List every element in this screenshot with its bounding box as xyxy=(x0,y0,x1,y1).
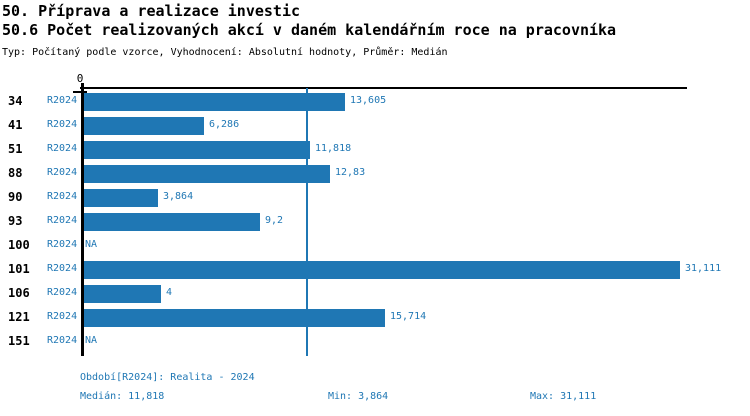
row-series-label: R2024 xyxy=(47,239,78,250)
bar xyxy=(84,165,330,183)
bar xyxy=(84,141,310,159)
row-series-label: R2024 xyxy=(47,335,78,346)
chart-row: 34 R2024 13,605 xyxy=(0,89,750,113)
bar-value-label: NA xyxy=(85,239,98,250)
row-series-label: R2024 xyxy=(47,167,78,178)
row-series-label: R2024 xyxy=(47,287,78,298)
bar-value-label: 3,864 xyxy=(163,191,194,202)
bar xyxy=(84,285,161,303)
bar xyxy=(84,117,204,135)
bar-value-label: 9,2 xyxy=(265,215,284,226)
chart-title: 50. Příprava a realizace investic xyxy=(2,2,301,20)
bar-value-label: 15,714 xyxy=(390,311,427,322)
chart-row: 121 R2024 15,714 xyxy=(0,305,750,329)
bar-value-label: 11,818 xyxy=(315,143,352,154)
bar xyxy=(84,213,260,231)
bar-value-label: 31,111 xyxy=(685,263,722,274)
bar-value-label: 13,605 xyxy=(350,95,387,106)
bar-value-label: 6,286 xyxy=(209,119,240,130)
row-series-label: R2024 xyxy=(47,95,78,106)
row-id-label: 106 xyxy=(8,286,30,300)
row-series-label: R2024 xyxy=(47,215,78,226)
row-id-label: 121 xyxy=(8,310,30,324)
row-series-label: R2024 xyxy=(47,311,78,322)
bar-value-label: NA xyxy=(85,335,98,346)
row-series-label: R2024 xyxy=(47,143,78,154)
row-id-label: 90 xyxy=(8,190,23,204)
chart-row: 101 R2024 31,111 xyxy=(0,257,750,281)
row-id-label: 100 xyxy=(8,238,30,252)
chart-row: 100 R2024 NA xyxy=(0,233,750,257)
bar xyxy=(84,189,158,207)
chart-row: 106 R2024 4 xyxy=(0,281,750,305)
chart-row: 41 R2024 6,286 xyxy=(0,113,750,137)
x-axis-zero-tick xyxy=(73,91,87,93)
bar-value-label: 4 xyxy=(166,287,173,298)
chart-row: 93 R2024 9,2 xyxy=(0,209,750,233)
chart-subtitle: 50.6 Počet realizovaných akcí v daném ka… xyxy=(2,21,617,39)
y-axis-line xyxy=(81,83,84,356)
chart-row: 51 R2024 11,818 xyxy=(0,137,750,161)
chart-row: 90 R2024 3,864 xyxy=(0,185,750,209)
row-series-label: R2024 xyxy=(47,263,78,274)
row-id-label: 51 xyxy=(8,142,23,156)
bar-value-label: 12,83 xyxy=(335,167,366,178)
footer-max-label: Max: 31,111 xyxy=(530,391,597,402)
bar-rows: 34 R2024 13,605 41 R2024 6,286 51 R2024 … xyxy=(0,89,750,353)
row-series-label: R2024 xyxy=(47,191,78,202)
footer-median-label: Medián: 11,818 xyxy=(80,391,165,402)
row-id-label: 101 xyxy=(8,262,30,276)
row-series-label: R2024 xyxy=(47,119,78,130)
row-id-label: 34 xyxy=(8,94,23,108)
median-reference-line xyxy=(306,88,308,356)
footer-period-label: Období[R2024]: Realita - 2024 xyxy=(80,372,255,383)
row-id-label: 93 xyxy=(8,214,23,228)
footer-min-label: Min: 3,864 xyxy=(328,391,389,402)
bar xyxy=(84,93,345,111)
x-axis-line xyxy=(80,87,687,89)
chart-row: 88 R2024 12,83 xyxy=(0,161,750,185)
row-id-label: 88 xyxy=(8,166,23,180)
bar xyxy=(84,261,680,279)
chart-row: 151 R2024 NA xyxy=(0,329,750,353)
bar xyxy=(84,309,385,327)
chart-meta-line: Typ: Počítaný podle vzorce, Vyhodnocení:… xyxy=(2,47,448,58)
x-axis-zero-tick-label: 0 xyxy=(76,72,84,85)
row-id-label: 151 xyxy=(8,334,30,348)
row-id-label: 41 xyxy=(8,118,23,132)
